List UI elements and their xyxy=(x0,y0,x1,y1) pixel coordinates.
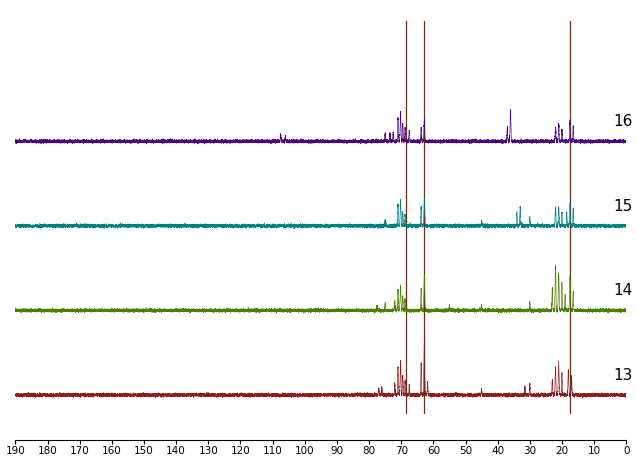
Text: 16: 16 xyxy=(613,114,633,129)
Text: 14: 14 xyxy=(613,283,633,298)
Text: 13: 13 xyxy=(613,368,633,383)
Text: 15: 15 xyxy=(613,199,633,213)
